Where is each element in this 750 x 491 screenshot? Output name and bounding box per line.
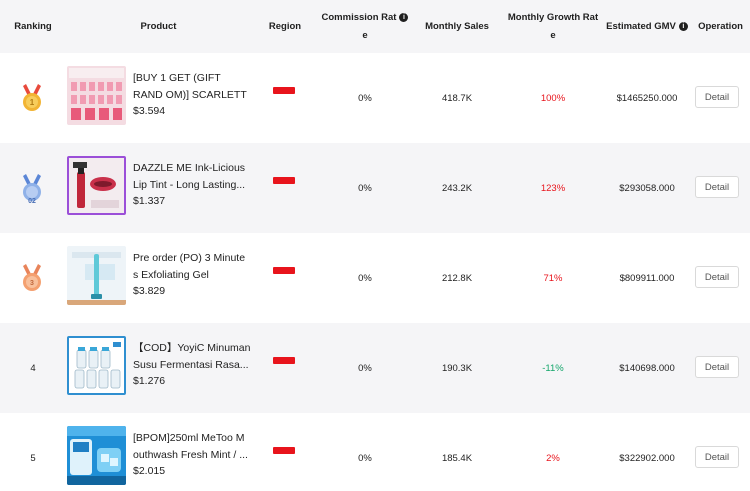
- product-price: $2.015: [133, 465, 166, 477]
- col-operation: Operation: [691, 0, 750, 53]
- table-row[interactable]: 4 【COD】YoyiC Minuman Susu Fermentasi Ras…: [0, 323, 750, 413]
- monthly-growth: -11%: [542, 362, 564, 374]
- col-commission-label-wrap: e: [362, 29, 368, 41]
- col-monthly-sales: Monthly Sales: [415, 0, 499, 53]
- commission-rate: 0%: [358, 362, 372, 374]
- monthly-growth: 71%: [543, 272, 563, 284]
- table-header: Ranking Product Region Commission Rat i e…: [0, 0, 750, 53]
- commission-rate: 0%: [358, 92, 372, 104]
- product-thumbnail[interactable]: [67, 336, 126, 395]
- monthly-sales: 185.4K: [441, 452, 473, 464]
- estimated-gmv: $322902.000: [619, 452, 675, 464]
- estimated-gmv: $1465250.000: [616, 92, 678, 104]
- product-price: $1.276: [133, 375, 166, 387]
- estimated-gmv: $809911.000: [619, 272, 675, 284]
- product-price: $3.829: [133, 285, 166, 297]
- monthly-growth: 100%: [540, 92, 566, 104]
- silver-medal-icon: [23, 174, 41, 201]
- detail-button[interactable]: Detail: [695, 86, 739, 108]
- col-commission-label: Commission Rat: [321, 11, 397, 23]
- estimated-gmv: $293058.000: [619, 182, 675, 194]
- table-row[interactable]: 1 [BUY 1 GET (GIFT RAND OM)] SCARLETT WH…: [0, 53, 750, 143]
- monthly-sales: 243.2K: [441, 182, 473, 194]
- monthly-growth: 2%: [546, 452, 560, 464]
- rank-number: 4: [30, 362, 36, 374]
- product-title[interactable]: [BUY 1 GET (GIFT RAND OM)] SCARLETT WHI.…: [133, 72, 247, 101]
- table-row[interactable]: 02 DAZZLE ME Ink-Licious Lip Tint - Long…: [0, 143, 750, 233]
- col-ranking: Ranking: [0, 0, 66, 53]
- product-title[interactable]: 【COD】YoyiC Minuman Susu Fermentasi Rasa.…: [133, 342, 251, 371]
- col-growth-label-wrap: e: [550, 29, 556, 41]
- table-row[interactable]: 5 [BPOM]250ml MeToo M outhwash Fresh Min…: [0, 413, 750, 491]
- monthly-sales: 212.8K: [441, 272, 473, 284]
- bronze-medal-icon: 3: [23, 264, 41, 291]
- detail-button[interactable]: Detail: [695, 446, 739, 468]
- info-icon[interactable]: i: [399, 13, 409, 22]
- product-thumbnail[interactable]: [67, 66, 126, 125]
- col-gmv-label: Estimated GMV: [606, 20, 676, 32]
- region-flag-icon: [273, 357, 295, 364]
- svg-text:3: 3: [30, 280, 34, 287]
- monthly-sales: 418.7K: [441, 92, 473, 104]
- col-commission: Commission Rat i e: [315, 0, 415, 53]
- col-product: Product: [66, 0, 251, 53]
- detail-button[interactable]: Detail: [695, 356, 739, 378]
- product-thumbnail[interactable]: [67, 156, 126, 215]
- product-thumbnail[interactable]: [67, 246, 126, 305]
- commission-rate: 0%: [358, 182, 372, 194]
- product-title[interactable]: Pre order (PO) 3 Minute s Exfoliating Ge…: [133, 252, 246, 281]
- col-growth: Monthly Growth Rat e: [503, 0, 603, 53]
- svg-text:1: 1: [30, 98, 35, 107]
- rank-number: 02: [28, 197, 36, 205]
- col-monthly-sales-label: Monthly Sales: [425, 20, 489, 32]
- product-price: $1.337: [133, 195, 166, 207]
- region-flag-icon: [273, 267, 295, 274]
- col-region: Region: [260, 0, 310, 53]
- detail-button[interactable]: Detail: [695, 176, 739, 198]
- commission-rate: 0%: [358, 452, 372, 464]
- product-title[interactable]: [BPOM]250ml MeToo M outhwash Fresh Mint …: [133, 432, 248, 461]
- product-title[interactable]: DAZZLE ME Ink-Licious Lip Tint - Long La…: [133, 162, 246, 191]
- product-price: $3.594: [133, 105, 166, 117]
- estimated-gmv: $140698.000: [619, 362, 675, 374]
- region-flag-icon: [273, 447, 295, 454]
- info-icon[interactable]: i: [678, 22, 688, 31]
- commission-rate: 0%: [358, 272, 372, 284]
- region-flag-icon: [273, 87, 295, 94]
- gold-medal-icon: 1: [23, 84, 41, 111]
- product-thumbnail[interactable]: [67, 426, 126, 485]
- col-gmv: Estimated GMV i: [603, 0, 691, 53]
- monthly-sales: 190.3K: [441, 362, 473, 374]
- region-flag-icon: [273, 177, 295, 184]
- detail-button[interactable]: Detail: [695, 266, 739, 288]
- table-row[interactable]: 3 Pre order (PO) 3 Minute s Exfoliating …: [0, 233, 750, 323]
- col-growth-label: Monthly Growth Rat: [507, 11, 599, 23]
- col-region-label: Region: [268, 20, 302, 32]
- col-product-label: Product: [140, 20, 177, 32]
- col-ranking-label: Ranking: [14, 20, 52, 32]
- col-operation-label: Operation: [698, 20, 743, 32]
- rank-number: 5: [30, 452, 36, 464]
- monthly-growth: 123%: [540, 182, 566, 194]
